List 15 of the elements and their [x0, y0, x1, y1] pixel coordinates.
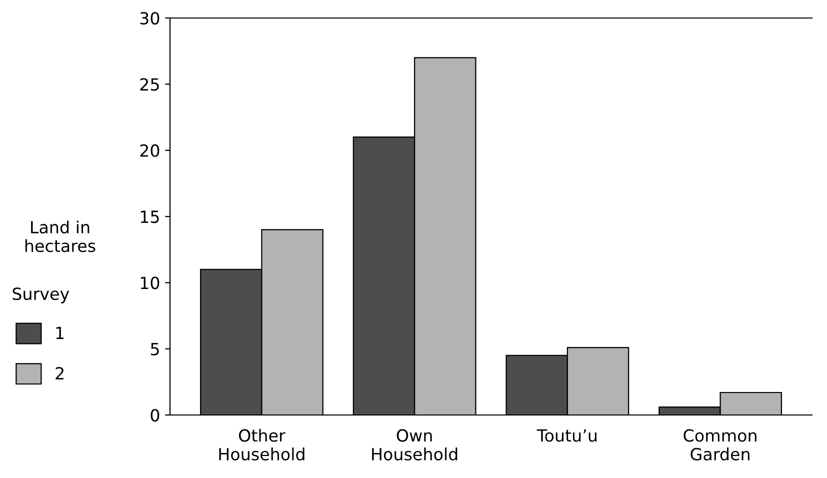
legend-title: Survey — [12, 287, 70, 304]
y-tick-label: 10 — [140, 276, 160, 290]
y-tick-label: 15 — [140, 210, 159, 224]
x-tick-label: Own Household — [372, 429, 458, 460]
y-tick-label: 0 — [150, 408, 160, 422]
legend-label: 2 — [56, 366, 64, 380]
y-tick-label: 5 — [150, 343, 159, 356]
y-tick-label: 30 — [140, 12, 160, 25]
x-tick-label: Other Household — [219, 428, 304, 460]
y-axis-title: Land in hectares — [25, 220, 96, 252]
x-tick-label: Toutu’u — [536, 429, 596, 442]
legend-label: 1 — [56, 326, 64, 339]
y-tick-label: 25 — [140, 78, 159, 91]
x-tick-label: Common Garden — [684, 429, 756, 460]
y-tick-label: 20 — [140, 144, 160, 157]
